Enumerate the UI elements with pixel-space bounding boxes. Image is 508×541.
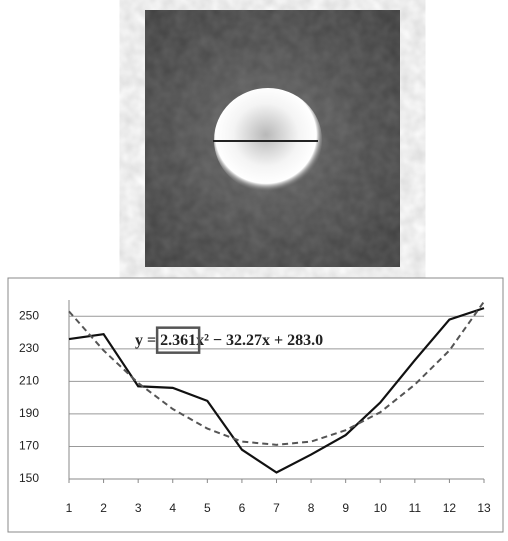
x-tick-label: 11 xyxy=(409,501,422,515)
y-tick-label: 150 xyxy=(19,471,39,485)
annotation-part: x² − 32.27x + 283.0 xyxy=(196,332,323,349)
trend-line xyxy=(68,301,485,446)
x-tick-label: 9 xyxy=(342,501,349,515)
y-tick-label: 210 xyxy=(19,374,39,388)
y-tick-label: 190 xyxy=(19,406,39,420)
y-tick-label: 230 xyxy=(19,341,39,355)
x-tick-label: 4 xyxy=(169,501,176,515)
sample-image xyxy=(145,10,400,267)
annotation: y = 2.361x² − 32.27x + 283.0 xyxy=(135,332,323,349)
x-tick-label: 13 xyxy=(477,501,491,515)
x-tick-label: 12 xyxy=(443,501,457,515)
x-tick-label: 6 xyxy=(239,501,246,515)
x-tick-label: 10 xyxy=(374,501,388,515)
x-tick-label: 1 xyxy=(66,501,73,515)
annotation-part: 2.361 xyxy=(160,332,196,349)
y-tick-label: 250 xyxy=(19,308,39,322)
data-line xyxy=(68,307,485,474)
x-tick-label: 3 xyxy=(135,501,142,515)
x-tick-label: 8 xyxy=(308,501,315,515)
chart-frame xyxy=(7,277,504,533)
annotation-box xyxy=(155,326,201,354)
y-tick-label: 170 xyxy=(19,439,39,453)
annotation-part: y = xyxy=(135,332,160,349)
x-tick-label: 5 xyxy=(204,501,211,515)
x-tick-label: 2 xyxy=(100,501,107,515)
x-tick-label: 7 xyxy=(273,501,280,515)
